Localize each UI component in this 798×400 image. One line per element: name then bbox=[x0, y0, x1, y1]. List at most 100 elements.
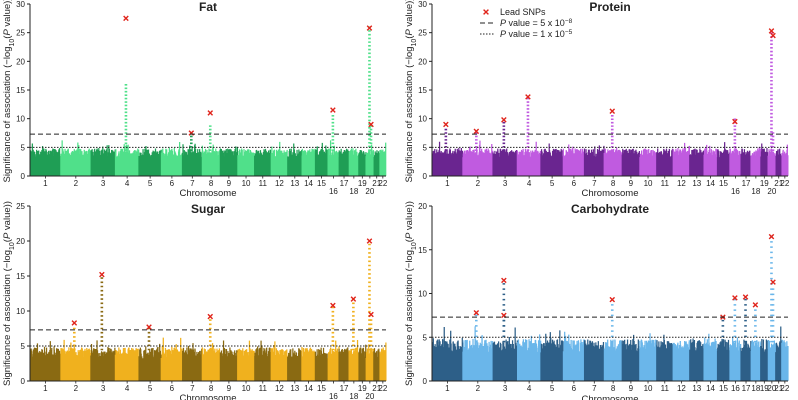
lead-snp-marker bbox=[99, 271, 105, 278]
peak-chr17 bbox=[742, 294, 749, 343]
chromosome-band-12 bbox=[270, 141, 289, 176]
lead-snp-marker bbox=[501, 117, 507, 123]
legend-genome-wide-text: value = 5 x 10 bbox=[506, 18, 565, 28]
peak-points bbox=[502, 121, 506, 151]
chromosome-label: 4 bbox=[527, 384, 532, 393]
chromosome-label: 2 bbox=[476, 384, 481, 393]
chromosome-label: 15 bbox=[719, 179, 728, 188]
peak-points bbox=[100, 277, 104, 351]
peak-points bbox=[369, 319, 373, 351]
chromosome-label: 4 bbox=[527, 179, 532, 188]
peak-points bbox=[754, 309, 757, 343]
peak-chr16 bbox=[732, 295, 738, 343]
chromosome-band-10 bbox=[237, 148, 255, 176]
peak-points bbox=[73, 327, 76, 351]
y-axis-label-part: ( bbox=[2, 35, 13, 39]
chromosome-label: 9 bbox=[227, 179, 232, 188]
y-tick-label: 0 bbox=[21, 377, 26, 386]
y-axis-label: Significance of association (−log10(P va… bbox=[404, 0, 418, 182]
chromosome-label: 14 bbox=[304, 179, 313, 188]
legend-suggestive-exp: −5 bbox=[565, 29, 573, 36]
y-tick-label: 20 bbox=[418, 57, 427, 66]
chromosome-label: 13 bbox=[290, 384, 299, 393]
y-tick-label: 25 bbox=[16, 29, 25, 38]
lead-snp-marker bbox=[330, 107, 336, 113]
peak-points bbox=[475, 132, 478, 151]
chromosome-label: 6 bbox=[572, 384, 577, 393]
peak-chr3 bbox=[501, 312, 507, 343]
lead-snp-marker bbox=[350, 296, 357, 302]
chromosome-band-3 bbox=[492, 148, 518, 176]
peak-points bbox=[771, 132, 775, 151]
chromosome-label: 21 bbox=[372, 384, 381, 393]
chromosome-label: 21 bbox=[774, 179, 783, 188]
chromosome-band-22 bbox=[379, 142, 387, 176]
y-axis-label: Significance of association (−log10(P va… bbox=[404, 201, 418, 386]
chromosome-band-16 bbox=[327, 340, 340, 381]
peak-chr4 bbox=[123, 15, 129, 151]
chromosome-band-2 bbox=[462, 140, 494, 176]
legend-lead-snp-icon bbox=[483, 9, 489, 15]
chromosome-label: 14 bbox=[304, 384, 313, 393]
peak-chr18 bbox=[350, 296, 357, 351]
lead-snp-marker bbox=[71, 320, 78, 326]
peak-points bbox=[610, 115, 614, 151]
chromosome-band-18 bbox=[750, 146, 762, 176]
chromosome-band-11 bbox=[656, 148, 674, 176]
chromosome-label: 10 bbox=[644, 384, 653, 393]
chromosome-band-9 bbox=[219, 340, 239, 381]
y-axis-label: Significance of association (−log10(P va… bbox=[2, 201, 16, 386]
lead-snp-marker bbox=[768, 233, 775, 240]
chromosome-band-20 bbox=[767, 148, 777, 176]
panel-title: Protein bbox=[589, 0, 630, 14]
x-axis-label: Chromosome bbox=[179, 188, 236, 199]
y-axis-label-part: 10 bbox=[411, 39, 418, 47]
chromosome-label: 4 bbox=[125, 384, 130, 393]
chromosome-band-22 bbox=[781, 144, 789, 176]
chromosome-label: 6 bbox=[572, 179, 577, 188]
peak-chr20 bbox=[770, 32, 776, 151]
x-axis-label: Chromosome bbox=[581, 394, 638, 400]
chromosome-label: 7 bbox=[592, 384, 597, 393]
chromosome-band-12 bbox=[672, 340, 690, 381]
chromosome-label: 3 bbox=[101, 179, 106, 188]
y-axis-label-part: Significance of association (−log bbox=[2, 250, 13, 386]
chromosome-label: 17 bbox=[742, 179, 751, 188]
chromosome-band-20 bbox=[767, 339, 777, 381]
chromosome-label: 6 bbox=[170, 179, 175, 188]
chromosome-band-18 bbox=[348, 148, 360, 176]
lead-snp-marker bbox=[473, 128, 480, 135]
y-tick-label: 15 bbox=[418, 246, 427, 255]
y-axis-label-part: Significance of association (−log bbox=[404, 250, 415, 386]
chromosome-band-21 bbox=[775, 148, 783, 176]
peak-points bbox=[368, 243, 371, 351]
peak-chr20 bbox=[368, 311, 374, 351]
chromosome-band-17 bbox=[338, 347, 350, 381]
y-axis-label-part: 10 bbox=[9, 39, 16, 47]
lead-snp-marker bbox=[330, 302, 336, 309]
chromosome-label: 21 bbox=[774, 384, 783, 393]
peak-chr3 bbox=[501, 277, 507, 343]
panel-title: Carbohydrate bbox=[571, 202, 649, 216]
chromosome-band-15 bbox=[314, 142, 329, 176]
chromosome-label: 1 bbox=[445, 179, 450, 188]
chromosome-band-4 bbox=[114, 347, 140, 381]
y-tick-label: 0 bbox=[21, 172, 26, 181]
chromosome-label: 10 bbox=[644, 179, 653, 188]
chromosome-band-21 bbox=[373, 150, 381, 176]
chromosome-band-17 bbox=[338, 148, 350, 176]
chromosome-label: 14 bbox=[706, 384, 715, 393]
peak-chr3 bbox=[99, 271, 105, 351]
lead-snp-marker bbox=[146, 324, 152, 330]
chromosome-band-14 bbox=[703, 144, 718, 176]
y-tick-label: 20 bbox=[16, 237, 25, 246]
chromosome-label: 18 bbox=[751, 384, 760, 393]
y-tick-label: 5 bbox=[21, 342, 26, 351]
chromosome-label: 2 bbox=[476, 179, 481, 188]
chromosome-band-4 bbox=[114, 144, 140, 176]
chromosome-label: 19 bbox=[760, 384, 769, 393]
chromosome-band-10 bbox=[639, 148, 657, 176]
peak-points bbox=[733, 298, 737, 343]
